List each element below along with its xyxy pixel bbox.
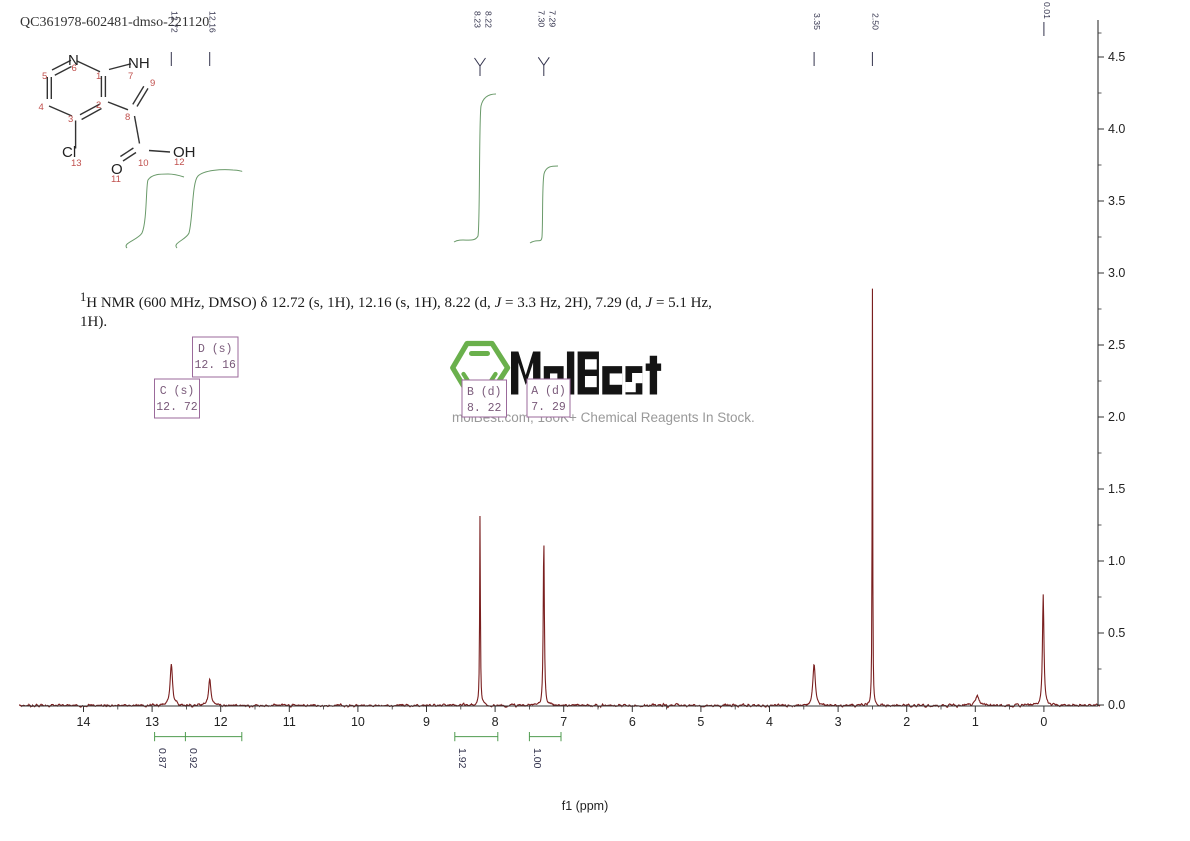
svg-text:1.00: 1.00 [531, 748, 543, 769]
svg-text:2.50: 2.50 [870, 13, 880, 30]
svg-text:f1 (ppm): f1 (ppm) [562, 799, 609, 813]
svg-text:0.01: 0.01 [1042, 2, 1052, 19]
svg-text:0.0: 0.0 [1108, 698, 1125, 712]
svg-text:3.5: 3.5 [1108, 194, 1125, 208]
svg-text:12: 12 [214, 715, 228, 729]
svg-text:2.0: 2.0 [1108, 410, 1125, 424]
svg-text:0.92: 0.92 [187, 748, 199, 769]
svg-text:1: 1 [972, 715, 979, 729]
svg-text:5: 5 [697, 715, 704, 729]
svg-text:8. 22: 8. 22 [467, 402, 502, 415]
svg-text:8.23: 8.23 [473, 11, 483, 28]
svg-text:11: 11 [283, 715, 296, 729]
svg-text:12. 16: 12. 16 [194, 359, 236, 372]
svg-text:1.5: 1.5 [1108, 482, 1125, 496]
svg-text:14: 14 [77, 715, 91, 729]
svg-text:4.5: 4.5 [1108, 50, 1125, 64]
svg-text:3.35: 3.35 [812, 13, 822, 30]
svg-text:1.92: 1.92 [456, 748, 468, 769]
svg-text:8.22: 8.22 [484, 11, 494, 28]
svg-text:D (s): D (s) [198, 343, 233, 356]
svg-text:0: 0 [1040, 715, 1047, 729]
svg-text:4: 4 [766, 715, 773, 729]
svg-text:9: 9 [423, 715, 430, 729]
svg-text:3: 3 [835, 715, 842, 729]
svg-text:1.0: 1.0 [1108, 554, 1125, 568]
svg-text:4.0: 4.0 [1108, 122, 1125, 136]
svg-text:2.5: 2.5 [1108, 338, 1125, 352]
svg-text:8: 8 [492, 715, 499, 729]
svg-text:7.30: 7.30 [536, 10, 546, 27]
svg-text:6: 6 [629, 715, 636, 729]
svg-text:B (d): B (d) [467, 386, 502, 399]
svg-text:3.0: 3.0 [1108, 266, 1125, 280]
svg-text:2: 2 [903, 715, 910, 729]
svg-text:C (s): C (s) [160, 385, 195, 398]
svg-text:12.72: 12.72 [169, 11, 179, 33]
svg-text:13: 13 [145, 715, 159, 729]
svg-text:0.87: 0.87 [156, 748, 168, 769]
svg-text:12.16: 12.16 [208, 11, 218, 33]
svg-text:A (d): A (d) [531, 385, 566, 398]
svg-text:7. 29: 7. 29 [531, 401, 566, 414]
svg-text:7.29: 7.29 [547, 10, 557, 27]
svg-text:10: 10 [351, 715, 365, 729]
svg-text:0.5: 0.5 [1108, 626, 1125, 640]
svg-text:12. 72: 12. 72 [156, 401, 198, 414]
svg-text:7: 7 [560, 715, 567, 729]
